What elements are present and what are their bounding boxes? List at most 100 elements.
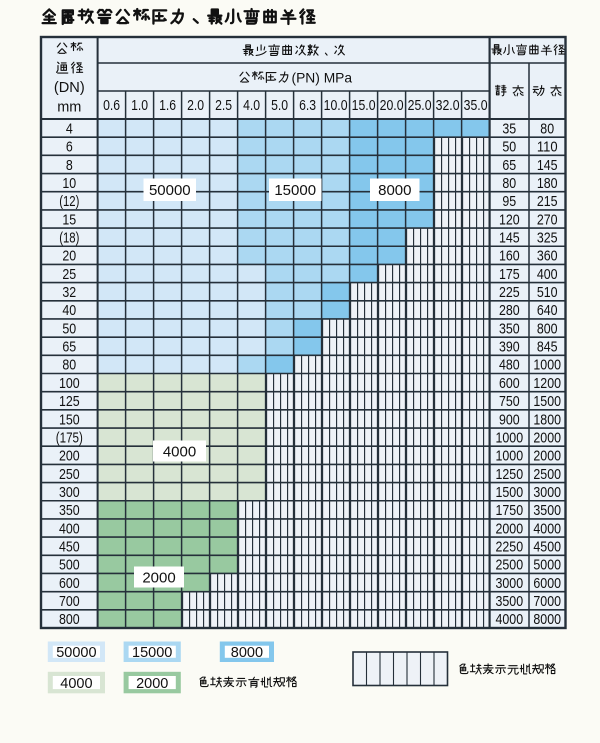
svg-text:15000: 15000 <box>132 645 172 661</box>
svg-text:1800: 1800 <box>533 411 561 428</box>
svg-text:1.0: 1.0 <box>131 98 148 114</box>
svg-text:400: 400 <box>537 266 558 283</box>
svg-text:15: 15 <box>62 211 76 228</box>
svg-text:800: 800 <box>537 320 558 337</box>
svg-text:145: 145 <box>499 230 520 247</box>
svg-text:510: 510 <box>537 284 558 301</box>
svg-text:1250: 1250 <box>496 466 524 483</box>
svg-text:10.0: 10.0 <box>324 98 348 114</box>
svg-text:640: 640 <box>537 302 558 319</box>
svg-text:4000: 4000 <box>60 676 92 692</box>
svg-text:6.3: 6.3 <box>299 98 316 114</box>
svg-text:250: 250 <box>59 466 80 483</box>
svg-text:20.0: 20.0 <box>380 98 404 114</box>
svg-text:6: 6 <box>66 139 73 156</box>
svg-text:1200: 1200 <box>533 375 561 392</box>
svg-text:350: 350 <box>499 320 520 337</box>
svg-text:4000: 4000 <box>163 443 196 460</box>
svg-text:(PN) MPa: (PN) MPa <box>292 70 353 85</box>
svg-text:80: 80 <box>62 357 76 374</box>
svg-text:180: 180 <box>537 175 558 192</box>
svg-text:65: 65 <box>62 339 76 356</box>
svg-text:700: 700 <box>59 593 80 610</box>
svg-text:1000: 1000 <box>496 448 524 465</box>
svg-text:4: 4 <box>66 120 73 137</box>
svg-text:1000: 1000 <box>533 357 561 374</box>
svg-text:8000: 8000 <box>231 645 263 661</box>
svg-text:3000: 3000 <box>533 484 561 501</box>
svg-text:32: 32 <box>62 284 76 301</box>
svg-text:50000: 50000 <box>149 182 191 199</box>
svg-text:(175): (175) <box>56 429 83 446</box>
svg-text:25: 25 <box>62 266 76 283</box>
svg-text:4500: 4500 <box>533 539 561 556</box>
svg-text:3000: 3000 <box>496 575 524 592</box>
svg-text:7000: 7000 <box>533 593 561 610</box>
svg-text:25.0: 25.0 <box>408 98 432 114</box>
svg-text:8000: 8000 <box>533 611 561 628</box>
svg-text:(DN): (DN) <box>54 80 85 96</box>
svg-text:65: 65 <box>502 157 516 174</box>
svg-text:500: 500 <box>59 557 80 574</box>
svg-text:110: 110 <box>537 139 558 156</box>
svg-text:390: 390 <box>499 339 520 356</box>
svg-text:1.6: 1.6 <box>159 98 176 114</box>
svg-text:325: 325 <box>537 230 558 247</box>
svg-text:2500: 2500 <box>533 466 561 483</box>
svg-text:2000: 2000 <box>496 520 524 537</box>
svg-text:35.0: 35.0 <box>464 98 488 114</box>
svg-text:125: 125 <box>59 393 80 410</box>
svg-text:175: 175 <box>499 266 520 283</box>
svg-text:50: 50 <box>62 320 76 337</box>
svg-text:2500: 2500 <box>496 557 524 574</box>
svg-text:225: 225 <box>499 284 520 301</box>
svg-text:95: 95 <box>502 193 516 210</box>
svg-text:160: 160 <box>499 248 520 265</box>
svg-text:2250: 2250 <box>496 539 524 556</box>
svg-text:0.6: 0.6 <box>103 98 120 114</box>
svg-text:800: 800 <box>59 611 80 628</box>
svg-text:2000: 2000 <box>142 569 175 586</box>
svg-text:120: 120 <box>499 211 520 228</box>
svg-text:1750: 1750 <box>496 502 524 519</box>
svg-text:1500: 1500 <box>496 484 524 501</box>
svg-text:845: 845 <box>537 339 558 356</box>
svg-text:4000: 4000 <box>496 611 524 628</box>
svg-text:20: 20 <box>62 248 76 265</box>
svg-text:32.0: 32.0 <box>436 98 460 114</box>
svg-text:350: 350 <box>59 502 80 519</box>
svg-text:2.5: 2.5 <box>215 98 232 114</box>
svg-text:35: 35 <box>502 120 516 137</box>
svg-text:600: 600 <box>59 575 80 592</box>
svg-text:270: 270 <box>537 211 558 228</box>
svg-text:400: 400 <box>59 520 80 537</box>
svg-text:300: 300 <box>59 484 80 501</box>
svg-text:mm: mm <box>57 100 81 116</box>
svg-text:1500: 1500 <box>533 393 561 410</box>
svg-text:600: 600 <box>499 375 520 392</box>
svg-text:2000: 2000 <box>533 429 561 446</box>
svg-text:8000: 8000 <box>378 182 411 199</box>
svg-text:2000: 2000 <box>533 448 561 465</box>
svg-text:5.0: 5.0 <box>271 98 288 114</box>
svg-text:80: 80 <box>502 175 516 192</box>
svg-text:4.0: 4.0 <box>243 98 260 114</box>
svg-text:4000: 4000 <box>533 520 561 537</box>
svg-text:3500: 3500 <box>533 502 561 519</box>
svg-text:200: 200 <box>59 448 80 465</box>
svg-text:360: 360 <box>537 248 558 265</box>
svg-text:10: 10 <box>62 175 76 192</box>
svg-text:100: 100 <box>59 375 80 392</box>
svg-text:215: 215 <box>537 193 558 210</box>
svg-text:50: 50 <box>502 139 516 156</box>
svg-text:280: 280 <box>499 302 520 319</box>
svg-text:80: 80 <box>540 120 554 137</box>
svg-text:50000: 50000 <box>56 645 96 661</box>
svg-text:145: 145 <box>537 157 558 174</box>
svg-text:2.0: 2.0 <box>187 98 204 114</box>
svg-text:(18): (18) <box>59 230 79 247</box>
svg-text:40: 40 <box>62 302 76 319</box>
svg-text:15000: 15000 <box>274 182 316 199</box>
svg-text:2000: 2000 <box>136 676 168 692</box>
svg-text:3500: 3500 <box>496 593 524 610</box>
